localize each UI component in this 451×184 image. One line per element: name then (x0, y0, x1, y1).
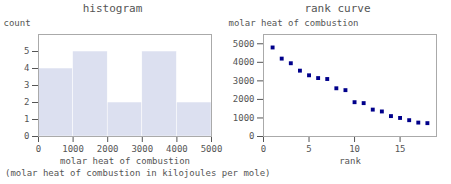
svg-text:molar heat of combustion: molar heat of combustion (60, 156, 190, 166)
svg-text:0: 0 (24, 131, 29, 141)
svg-text:3000: 3000 (233, 76, 255, 86)
svg-text:5: 5 (24, 46, 29, 56)
svg-text:4000: 4000 (166, 144, 188, 154)
svg-text:molar heat of combustion: molar heat of combustion (229, 18, 359, 28)
svg-text:3000: 3000 (131, 144, 153, 154)
html-text:(molar heat of combustion in k: (molar heat of combustion in kilojoules … (5, 168, 271, 178)
svg-text:5000: 5000 (201, 144, 223, 154)
svg-text:0: 0 (249, 131, 254, 141)
svg-text:2000: 2000 (97, 144, 119, 154)
svg-text:5000: 5000 (233, 39, 255, 49)
svg-text:4: 4 (24, 63, 29, 73)
svg-text:count: count (4, 18, 31, 28)
svg-text:rank: rank (339, 156, 361, 166)
svg-text:1000: 1000 (62, 144, 84, 154)
svg-text:0: 0 (261, 144, 266, 154)
svg-text:4000: 4000 (233, 57, 255, 67)
html-text:rank curve: rank curve (304, 2, 371, 15)
svg-text:2: 2 (24, 97, 29, 107)
svg-text:3: 3 (24, 80, 29, 90)
svg-text:15: 15 (395, 144, 406, 154)
svg-text:2000: 2000 (233, 94, 255, 104)
svg-text:0: 0 (36, 144, 41, 154)
html-text:histogram: histogram (82, 2, 143, 15)
svg-text:5: 5 (306, 144, 311, 154)
svg-text:1000: 1000 (233, 113, 255, 123)
svg-text:10: 10 (349, 144, 360, 154)
svg-text:1: 1 (24, 114, 29, 124)
